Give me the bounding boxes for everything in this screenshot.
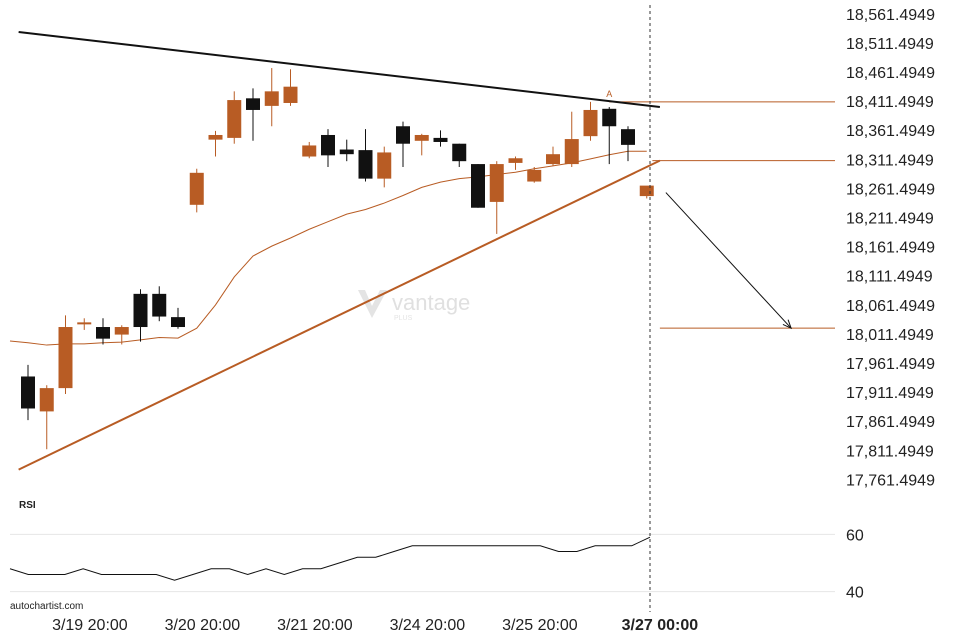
candle-body bbox=[133, 293, 148, 328]
credit-label: autochartist.com bbox=[10, 601, 83, 612]
rsi-tick-label: 60 bbox=[846, 527, 864, 544]
forecast-arrow-layer bbox=[665, 192, 792, 330]
candle-body bbox=[189, 172, 204, 205]
candle-body bbox=[114, 327, 129, 335]
x-tick-label: 3/19 20:00 bbox=[52, 617, 128, 634]
x-tick-label: 3/21 20:00 bbox=[277, 617, 353, 634]
y-tick-label: 17,861.4949 bbox=[846, 414, 935, 431]
candle-body bbox=[377, 152, 392, 179]
candle-body bbox=[564, 139, 579, 165]
y-tick-label: 18,511.4949 bbox=[846, 36, 934, 53]
candle-body bbox=[58, 327, 73, 389]
x-tick-label: 3/24 20:00 bbox=[390, 617, 466, 634]
resistance-trend-line bbox=[18, 30, 660, 109]
y-tick-label: 18,061.4949 bbox=[846, 298, 935, 315]
rsi-panel: RSI 60 40 bbox=[9, 500, 864, 602]
y-tick-label: 18,211.4949 bbox=[846, 210, 934, 227]
support-trend-line bbox=[18, 159, 661, 471]
y-tick-label: 17,911.4949 bbox=[846, 385, 934, 402]
y-tick-label: 18,161.4949 bbox=[846, 240, 935, 257]
y-tick-label: 17,811.4949 bbox=[846, 443, 934, 460]
moving-average-line bbox=[9, 150, 647, 346]
candle-body bbox=[508, 158, 523, 163]
candle-body bbox=[433, 137, 448, 142]
candle-body bbox=[452, 143, 467, 162]
candle-body bbox=[96, 327, 110, 339]
candle-body bbox=[302, 145, 317, 157]
candle-body bbox=[208, 134, 223, 140]
y-tick-label: 18,011.4949 bbox=[846, 327, 934, 344]
candle-body bbox=[602, 108, 617, 127]
candle-body bbox=[414, 134, 429, 141]
y-tick-label: 17,961.4949 bbox=[846, 356, 935, 373]
watermark-icon bbox=[358, 290, 387, 318]
candle-body bbox=[396, 126, 410, 144]
rsi-tick-label: 40 bbox=[846, 585, 864, 602]
level-lines bbox=[609, 101, 835, 329]
y-tick-label: 18,361.4949 bbox=[846, 123, 935, 140]
candle-body bbox=[39, 388, 54, 412]
candle-body bbox=[583, 109, 598, 137]
x-tick-label: 3/27 00:00 bbox=[622, 617, 699, 634]
x-tick-label: 3/25 20:00 bbox=[502, 617, 578, 634]
candle-body bbox=[227, 100, 242, 138]
x-axis: 3/19 20:00 3/20 20:00 3/21 20:00 3/24 20:00… bbox=[52, 617, 698, 634]
rsi-title: RSI bbox=[19, 500, 36, 511]
candle-body bbox=[489, 164, 504, 202]
watermark-sub: PLUS bbox=[394, 315, 413, 322]
y-tick-label: 18,261.4949 bbox=[846, 181, 935, 198]
candle-body bbox=[246, 98, 260, 110]
candles bbox=[21, 68, 654, 450]
watermark-text: vantage bbox=[392, 290, 470, 315]
y-tick-label: 18,411.4949 bbox=[846, 94, 934, 111]
rsi-line bbox=[9, 536, 651, 581]
candle-body bbox=[171, 317, 185, 328]
trend-lines: A bbox=[18, 30, 661, 471]
candle-body bbox=[339, 149, 354, 155]
y-tick-label: 18,461.4949 bbox=[846, 65, 935, 82]
y-axis: 18,561.4949 18,511.4949 18,461.4949 18,411.… bbox=[846, 7, 935, 490]
candle-body bbox=[77, 322, 92, 325]
candle-body bbox=[471, 164, 485, 208]
y-tick-label: 18,111.4949 bbox=[846, 269, 933, 286]
candle-body bbox=[639, 185, 654, 197]
y-tick-label: 18,561.4949 bbox=[846, 7, 935, 24]
forecast-arrow bbox=[665, 192, 792, 329]
x-tick-label: 3/20 20:00 bbox=[165, 617, 241, 634]
pattern-label: A bbox=[606, 89, 612, 99]
y-tick-label: 17,761.4949 bbox=[846, 472, 935, 489]
candle-body bbox=[546, 154, 560, 165]
candle-body bbox=[283, 86, 298, 103]
moving-average-layer bbox=[9, 150, 647, 346]
forecast-arrow-head bbox=[782, 319, 792, 330]
candle-body bbox=[264, 91, 279, 106]
candle-body bbox=[358, 150, 373, 179]
candle-body bbox=[21, 376, 35, 409]
candle-body bbox=[152, 293, 167, 317]
y-tick-label: 18,311.4949 bbox=[846, 152, 934, 169]
candle-body bbox=[527, 169, 542, 182]
candle-body bbox=[621, 129, 635, 145]
candle-body bbox=[321, 134, 335, 156]
